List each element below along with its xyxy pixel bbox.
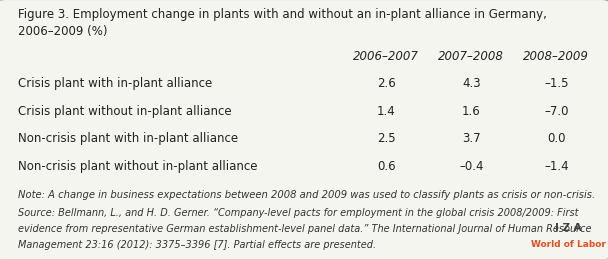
Text: 1.4: 1.4	[377, 105, 395, 118]
Text: Non-crisis plant with in-plant alliance: Non-crisis plant with in-plant alliance	[18, 132, 238, 145]
Text: 2.6: 2.6	[377, 77, 395, 90]
Text: Note: A change in business expectations between 2008 and 2009 was used to classi: Note: A change in business expectations …	[18, 190, 595, 200]
Text: 2006–2009 (%): 2006–2009 (%)	[18, 25, 108, 38]
Text: 2007–2008: 2007–2008	[438, 51, 504, 63]
Text: 2008–2009: 2008–2009	[523, 51, 589, 63]
Text: 1.6: 1.6	[462, 105, 480, 118]
Text: –1.4: –1.4	[544, 160, 568, 173]
Text: 0.0: 0.0	[547, 132, 565, 145]
Text: Non-crisis plant without in-plant alliance: Non-crisis plant without in-plant allian…	[18, 160, 258, 173]
Text: –1.5: –1.5	[544, 77, 568, 90]
Text: 0.6: 0.6	[377, 160, 395, 173]
Text: –7.0: –7.0	[544, 105, 568, 118]
Text: –0.4: –0.4	[459, 160, 483, 173]
Text: Figure 3. Employment change in plants with and without an in-plant alliance in G: Figure 3. Employment change in plants wi…	[18, 8, 547, 21]
Text: evidence from representative German establishment-level panel data.” The Interna: evidence from representative German esta…	[18, 224, 592, 234]
Text: I Z A: I Z A	[555, 223, 582, 233]
Text: 3.7: 3.7	[462, 132, 480, 145]
Text: Crisis plant without in-plant alliance: Crisis plant without in-plant alliance	[18, 105, 232, 118]
Text: 2006–2007: 2006–2007	[353, 51, 419, 63]
Text: Management 23:16 (2012): 3375–3396 [7]. Partial effects are presented.: Management 23:16 (2012): 3375–3396 [7]. …	[18, 240, 376, 250]
Text: 4.3: 4.3	[462, 77, 480, 90]
Text: Crisis plant with in-plant alliance: Crisis plant with in-plant alliance	[18, 77, 212, 90]
Text: World of Labor: World of Labor	[531, 240, 606, 249]
Text: Source: Bellmann, L., and H. D. Gerner. “Company-level pacts for employment in t: Source: Bellmann, L., and H. D. Gerner. …	[18, 208, 579, 219]
Text: 2.5: 2.5	[377, 132, 395, 145]
